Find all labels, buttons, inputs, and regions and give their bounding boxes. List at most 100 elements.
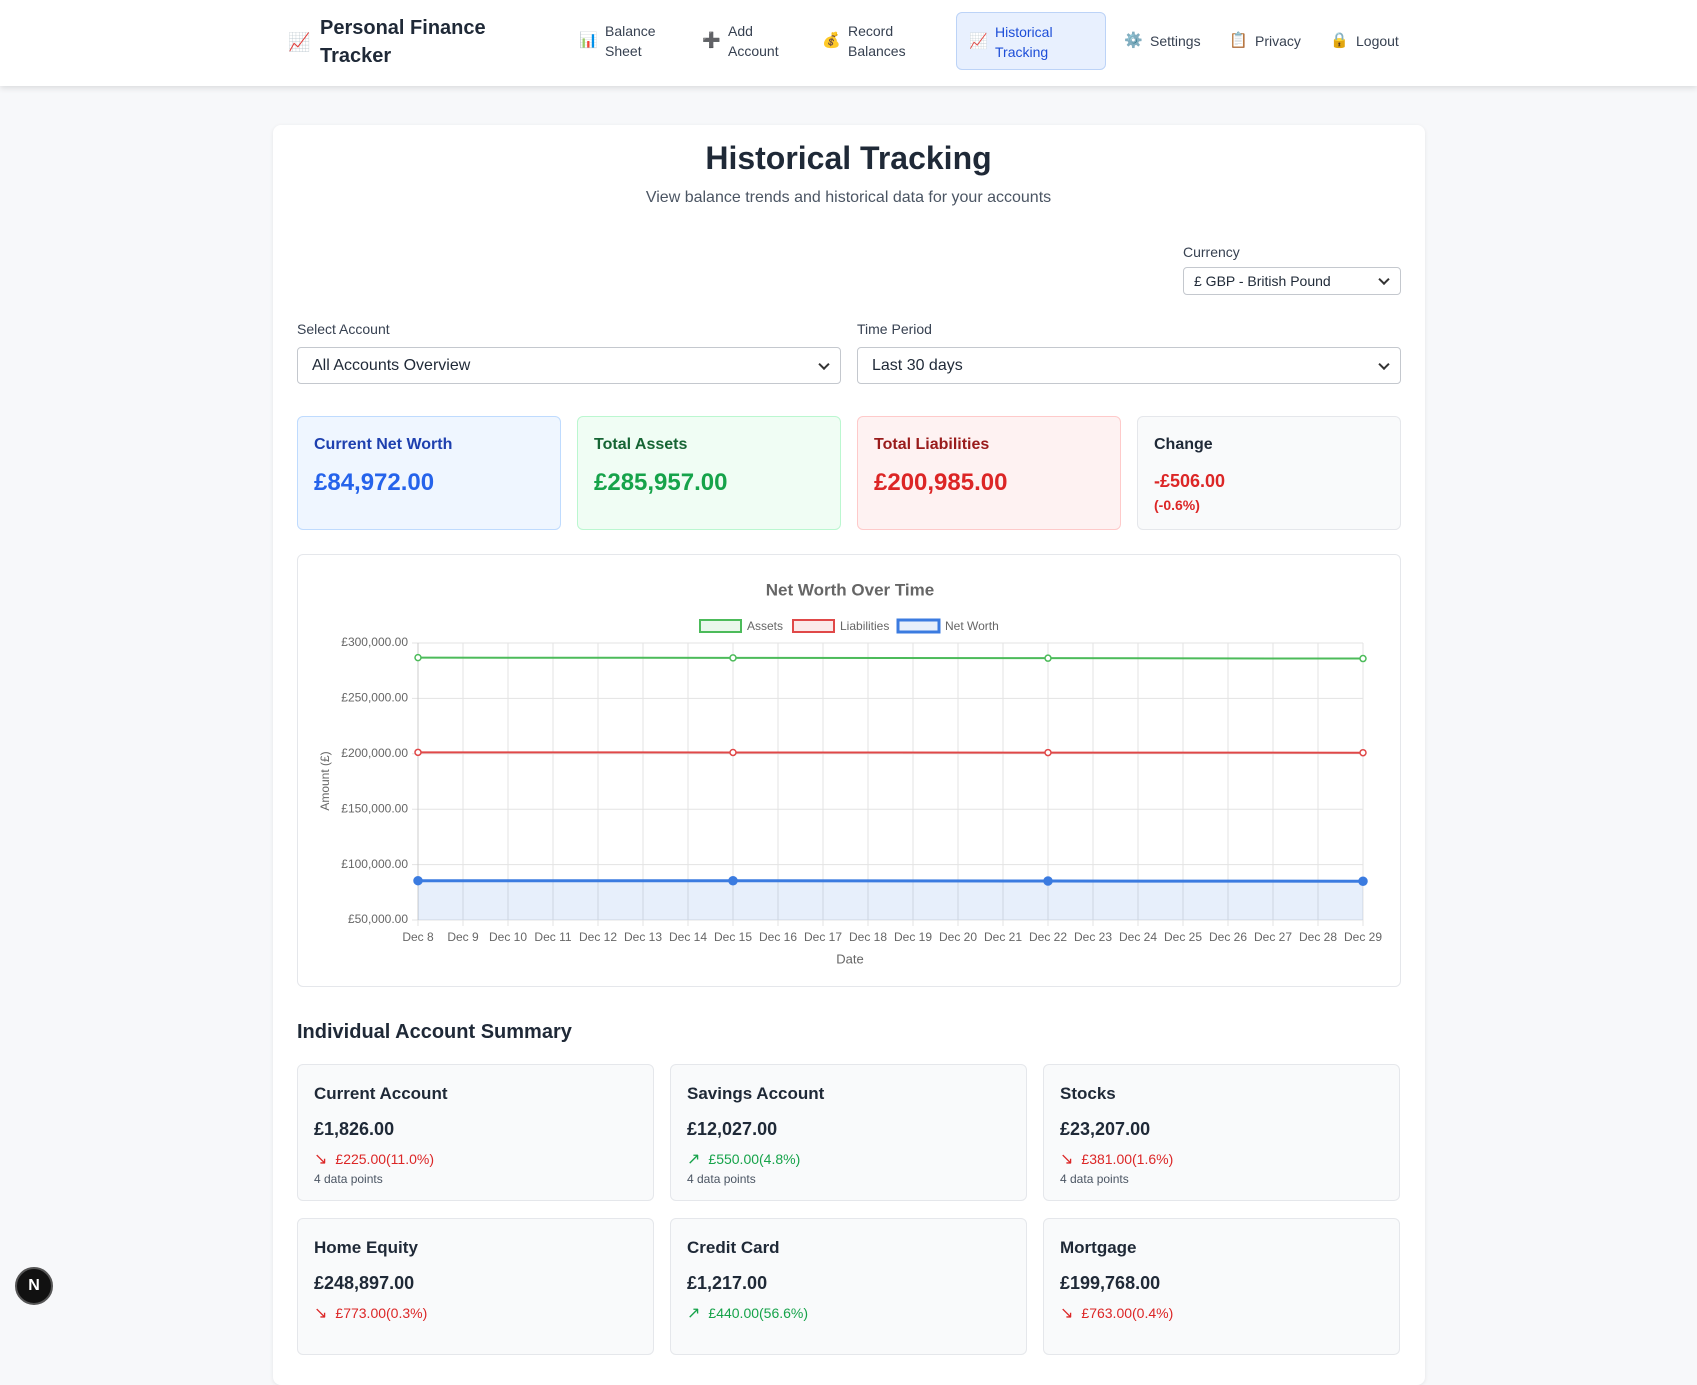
nav-label: Add Account	[728, 23, 779, 59]
nav-item[interactable]: 📈 Historical Tracking	[956, 12, 1106, 70]
period-select[interactable]: Last 30 days	[857, 347, 1401, 384]
account-name: Stocks	[1060, 1084, 1116, 1104]
legend-label: Liabilities	[840, 619, 889, 633]
x-tick-label: Dec 29	[1344, 930, 1382, 944]
dev-badge[interactable]: N	[15, 1267, 53, 1305]
x-tick-label: Dec 17	[804, 930, 842, 944]
y-tick-label: £250,000.00	[341, 691, 408, 705]
nav-label: Balance Sheet	[605, 23, 656, 59]
navbar: 📈Personal Finance Tracker 📊Balance Sheet…	[0, 0, 1697, 86]
x-tick-label: Dec 25	[1164, 930, 1202, 944]
change-arrow: ↘	[314, 1305, 327, 1322]
nav-label: Logout	[1356, 33, 1399, 49]
account-amount: £23,207.00	[1060, 1119, 1150, 1140]
legend-swatch	[793, 620, 834, 632]
point	[415, 749, 421, 755]
point	[1045, 750, 1051, 756]
account-card: Stocks £23,207.00 ↘ £381.00(1.6%) 4 data poi…	[1043, 1064, 1400, 1201]
y-tick-label: £200,000.00	[341, 746, 408, 760]
point	[1044, 877, 1052, 885]
y-tick-label: £100,000.00	[341, 857, 408, 871]
nav-item[interactable]: 📊 Balance Sheet	[567, 12, 687, 70]
nav-icon: 📊	[579, 31, 598, 51]
nav-label: Settings	[1150, 33, 1201, 49]
account-amount: £1,217.00	[687, 1273, 767, 1294]
point	[729, 877, 737, 885]
y-tick-label: £300,000.00	[341, 635, 408, 649]
account-card: Credit Card £1,217.00 ↗£440.00(56.6%)	[670, 1218, 1027, 1355]
x-tick-label: Dec 16	[759, 930, 797, 944]
chart-title: Net Worth Over Time	[766, 580, 934, 599]
nav-item[interactable]: 📋Privacy	[1217, 12, 1315, 70]
nav-icon: 🔒	[1330, 31, 1349, 51]
change-value: £773.00(0.3%)	[335, 1305, 427, 1321]
change-arrow: ↘	[1060, 1151, 1073, 1168]
brand-icon: 📈	[288, 28, 310, 56]
account-name: Mortgage	[1060, 1238, 1137, 1258]
nav-icon: ⚙️	[1124, 31, 1143, 51]
account-change: ↘£225.00(11.0%)	[314, 1149, 434, 1169]
nav-icon: 📈	[969, 32, 988, 52]
account-change: ↘£763.00(0.4%)	[1060, 1303, 1173, 1323]
x-tick-label: Dec 24	[1119, 930, 1157, 944]
account-name: Home Equity	[314, 1238, 418, 1258]
chart: Net Worth Over Time Date Amount (£) £50,…	[298, 555, 1400, 986]
account-change: ↘ £381.00(1.6%)	[1060, 1149, 1173, 1169]
stat-card: Change -£506.00 (-0.6%)	[1137, 416, 1401, 530]
line	[418, 881, 1363, 882]
legend-swatch	[700, 620, 741, 632]
line	[418, 658, 1363, 659]
change-arrow: ↘	[1060, 1305, 1073, 1322]
nav-label: Record Balances	[848, 23, 906, 59]
account-amount: £248,897.00	[314, 1273, 414, 1294]
account-label: Select Account	[297, 321, 390, 337]
point	[730, 749, 736, 755]
x-tick-label: Dec 12	[579, 930, 617, 944]
x-tick-label: Dec 28	[1299, 930, 1337, 944]
stat-value: -£506.00	[1154, 471, 1225, 492]
nav-icon: ➕	[702, 31, 721, 51]
stat-title: Change	[1154, 436, 1213, 454]
x-tick-label: Dec 27	[1254, 930, 1292, 944]
account-select[interactable]: All Accounts Overview	[297, 347, 841, 384]
y-axis-title: Amount (£)	[318, 751, 332, 810]
point	[1045, 655, 1051, 661]
nav-item[interactable]: ➕ Add Account	[690, 12, 805, 70]
page-subtitle: View balance trends and historical data …	[0, 189, 1697, 207]
stat-value: £200,985.00	[874, 469, 1007, 497]
x-tick-label: Dec 21	[984, 930, 1022, 944]
stat-title: Total Assets	[594, 436, 687, 454]
legend-label: Assets	[747, 619, 783, 633]
account-name: Current Account	[314, 1084, 448, 1104]
account-change: ↗£440.00(56.6%)	[687, 1303, 808, 1323]
x-tick-label: Dec 20	[939, 930, 977, 944]
data-points: 4 data points	[314, 1172, 383, 1186]
change-value: £381.00(1.6%)	[1081, 1151, 1173, 1167]
account-name: Savings Account	[687, 1084, 824, 1104]
account-name: Credit Card	[687, 1238, 780, 1258]
stat-value: £285,957.00	[594, 469, 727, 497]
stat-card: Total Assets £285,957.00	[577, 416, 841, 530]
account-change: ↘ £773.00(0.3%)	[314, 1303, 427, 1323]
point	[415, 655, 421, 661]
account-value: All Accounts Overview	[312, 357, 470, 375]
stat-card: Total Liabilities£200,985.00	[857, 416, 1121, 530]
account-card: Savings Account£12,027.00↗£550.00(4.8%)4…	[670, 1064, 1027, 1201]
data-points: 4 data points	[687, 1172, 756, 1186]
nav-label: Historical Tracking	[995, 24, 1053, 60]
section-title: Individual Account Summary	[297, 1021, 572, 1044]
stat-value: £84,972.00	[314, 469, 434, 497]
currency-select[interactable]: £ GBP - British Pound	[1183, 267, 1401, 295]
nav-item[interactable]: 🔒 Logout	[1318, 12, 1414, 70]
nav-item[interactable]: 💰Record Balances	[810, 12, 940, 70]
account-card: Mortgage£199,768.00↘£763.00(0.4%)	[1043, 1218, 1400, 1355]
data-points: 4 data points	[1060, 1172, 1129, 1186]
x-tick-label: Dec 9	[447, 930, 479, 944]
change-arrow: ↗	[687, 1305, 700, 1322]
point	[414, 877, 422, 885]
chart-container: Net Worth Over Time Date Amount (£) £50,…	[297, 554, 1401, 987]
nav-item[interactable]: ⚙️ Settings	[1112, 12, 1212, 70]
x-tick-label: Dec 26	[1209, 930, 1247, 944]
period-value: Last 30 days	[872, 357, 963, 375]
stat-percent: (-0.6%)	[1154, 497, 1200, 513]
